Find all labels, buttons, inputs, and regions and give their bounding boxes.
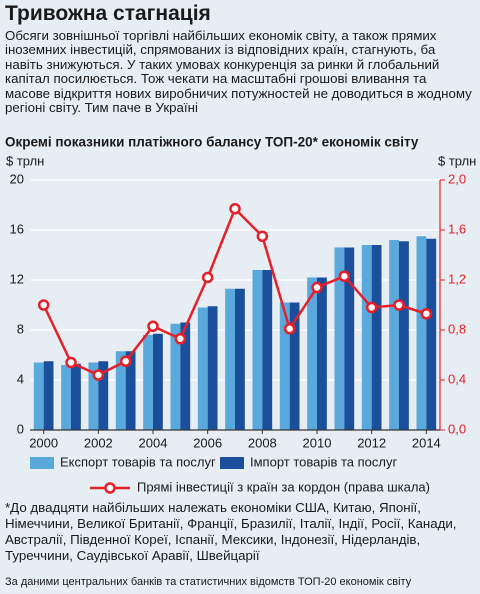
y-tick-label: 20 [10, 171, 24, 186]
y2-axis-label: $ трлн [438, 153, 476, 168]
title: Тривожна стагнація [5, 2, 211, 25]
x-tick-label: 2014 [412, 435, 441, 450]
intro-text: Обсяги зовнішньої торгівлі найбільших ек… [5, 28, 472, 116]
x-tick-label: 2000 [29, 435, 58, 450]
bar [98, 361, 109, 430]
line-marker [37, 299, 50, 311]
line-marker [365, 301, 378, 314]
bar [262, 270, 273, 430]
bar [334, 247, 345, 430]
y-tick-label: 12 [10, 271, 24, 286]
legend-label: Експорт товарів та послуг [60, 454, 216, 469]
bar [289, 302, 300, 430]
line-marker [420, 308, 433, 320]
bar [71, 363, 81, 430]
bar [235, 288, 245, 430]
y-tick-label: 16 [10, 221, 24, 236]
footnote: *До двадцяти найбільших належать економі… [5, 500, 457, 563]
y2-tick-label: 0,0 [448, 421, 466, 436]
bar [125, 351, 136, 430]
bar [371, 245, 382, 430]
bar [426, 238, 437, 430]
bar [252, 270, 263, 430]
legend-marker [104, 482, 116, 494]
y-tick-label: 8 [17, 321, 24, 336]
bar [344, 247, 355, 430]
y2-tick-label: 2,0 [448, 171, 466, 186]
line-marker [283, 323, 296, 335]
bar [317, 277, 327, 430]
y2-tick-label: 0,4 [448, 371, 466, 386]
bar [399, 241, 409, 430]
line-marker [256, 230, 269, 242]
source: За даними центральних банків та статисти… [5, 576, 412, 588]
line-marker [393, 299, 405, 311]
legend-label: Прямі інвестиції з країн за кордон (прав… [137, 479, 430, 494]
x-tick-label: 2002 [84, 435, 113, 450]
y2-tick-label: 0,8 [448, 321, 466, 336]
x-tick-label: 2006 [193, 435, 222, 450]
line-marker [338, 270, 351, 282]
bar [43, 361, 54, 430]
bar [225, 288, 235, 430]
bar [170, 323, 181, 430]
bar [143, 335, 153, 430]
legend-label: Імпорт товарів та послуг [250, 454, 397, 469]
x-tick-label: 2012 [357, 435, 386, 450]
bar [61, 365, 71, 430]
x-tick-label: 2010 [303, 435, 332, 450]
bar [361, 245, 372, 430]
bar [416, 236, 427, 430]
line-marker [311, 281, 323, 294]
bar [307, 277, 317, 430]
y-axis-label: $ трлн [6, 153, 44, 168]
bar [115, 351, 126, 430]
y-tick-label: 0 [17, 421, 24, 436]
line-marker [174, 333, 187, 345]
line-marker [147, 320, 159, 332]
bar [389, 240, 399, 430]
x-tick-label: 2004 [139, 435, 168, 450]
bar [180, 322, 191, 430]
y2-tick-label: 1,6 [448, 221, 466, 236]
bar [197, 307, 208, 430]
bar [207, 306, 218, 430]
bar [88, 362, 99, 430]
chart-title: Окремі показники платіжного балансу ТОП-… [5, 135, 419, 150]
line-marker [119, 355, 132, 367]
bar [279, 302, 290, 430]
line-marker [65, 356, 77, 369]
bar [153, 333, 163, 430]
bar [33, 362, 44, 430]
line-marker [201, 271, 214, 284]
line-marker [229, 203, 241, 215]
x-tick-label: 2008 [248, 435, 277, 450]
legend-swatch [30, 457, 54, 469]
y-tick-label: 4 [17, 371, 24, 386]
y2-tick-label: 1,2 [448, 271, 466, 286]
line-marker [92, 369, 105, 381]
legend-swatch [220, 457, 244, 469]
